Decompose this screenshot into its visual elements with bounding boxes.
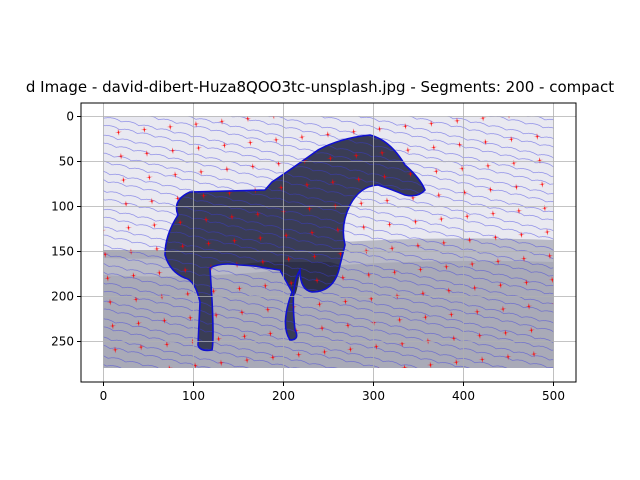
y-tick-label: 0 — [66, 110, 74, 124]
y-tick-label: 100 — [51, 200, 74, 214]
y-tick-label: 200 — [51, 290, 74, 304]
y-tick-label: 150 — [51, 245, 74, 259]
x-tick-label: 500 — [542, 389, 565, 403]
x-axis: 0 100 200 300 400 500 — [100, 382, 565, 403]
segment-boundaries-overlay — [103, 116, 554, 368]
subject-outline — [164, 134, 426, 352]
y-tick-label: 50 — [59, 155, 74, 169]
y-axis: 0 50 100 150 200 250 — [51, 110, 81, 349]
plot-area — [103, 116, 554, 368]
x-tick-label: 300 — [362, 389, 385, 403]
x-tick-label: 200 — [272, 389, 295, 403]
grid-lines — [81, 103, 576, 382]
axes-frame — [80, 102, 577, 383]
x-tick-label: 400 — [452, 389, 475, 403]
x-tick-label: 100 — [182, 389, 205, 403]
y-tick-label: 250 — [51, 335, 74, 349]
x-tick-label: 0 — [100, 389, 108, 403]
chart-title: d Image - david-dibert-Huza8QOO3tc-unspl… — [26, 78, 614, 96]
